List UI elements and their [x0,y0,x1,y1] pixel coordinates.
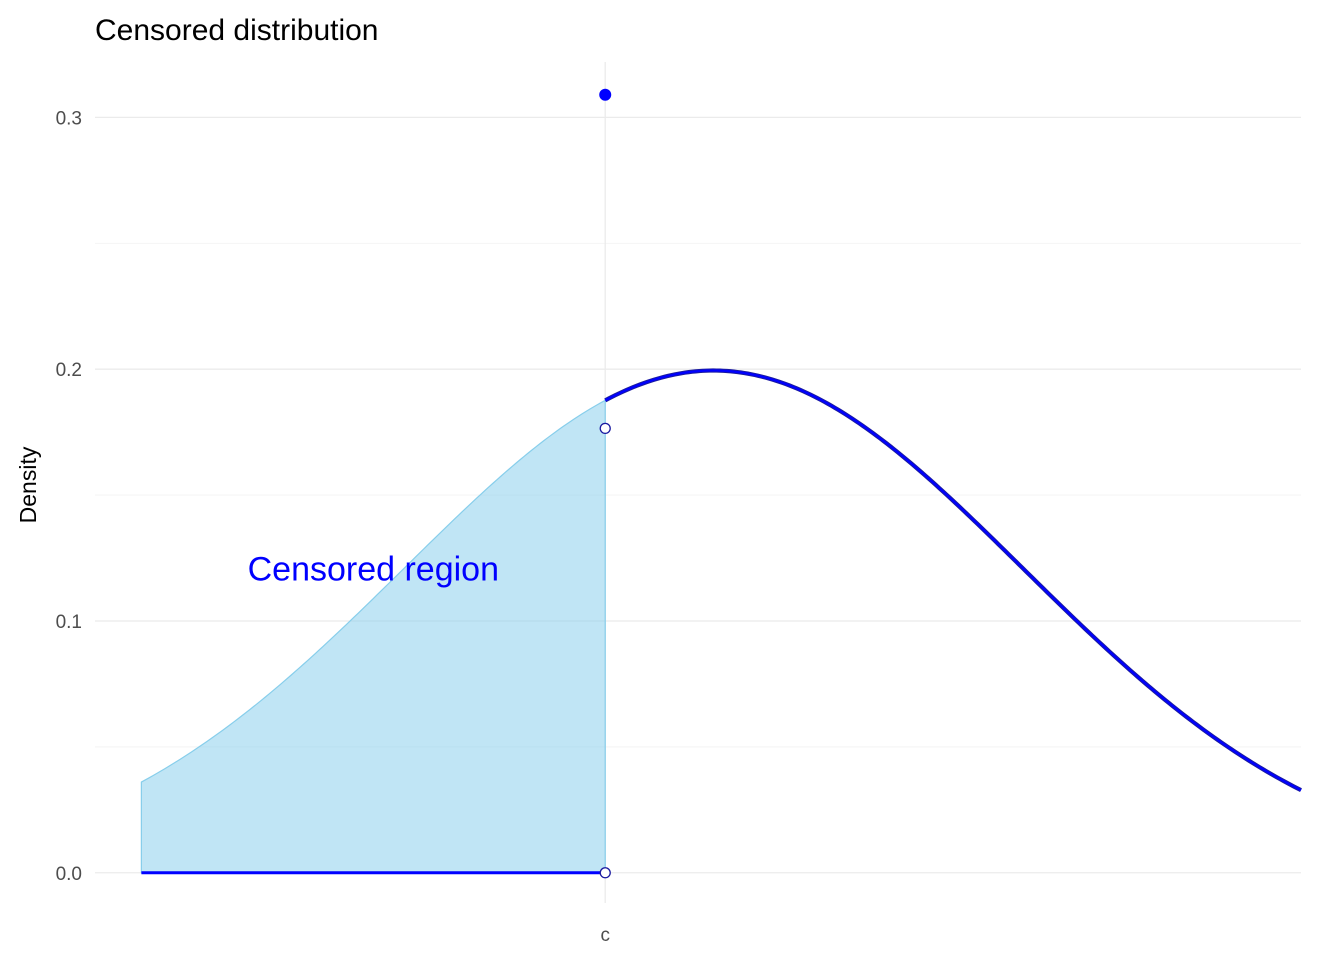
x-tick-label: c [600,925,610,946]
y-tick-label: 0.2 [56,360,82,381]
density-curve-outline [604,368,1302,793]
y-tick-label: 0.3 [56,108,82,129]
line-layer [141,368,1302,875]
curve-start-open-point [599,422,611,435]
y-tick-label: 0.1 [56,612,82,633]
point-layer [599,88,612,879]
density-curve [604,369,1302,792]
label-layer: Censored distribution Density 0.0 0.1 0.2 0… [15,14,610,946]
censored-mass-point [599,88,612,101]
y-tick-label: 0.0 [56,864,82,885]
censored-region-annotation: Censored region [248,551,499,589]
floor-open-point [599,867,611,879]
censored-region-area [140,399,606,874]
chart-title: Censored distribution [95,14,379,47]
y-axis-title: Density [15,446,41,523]
shaded-area-layer [140,399,606,874]
